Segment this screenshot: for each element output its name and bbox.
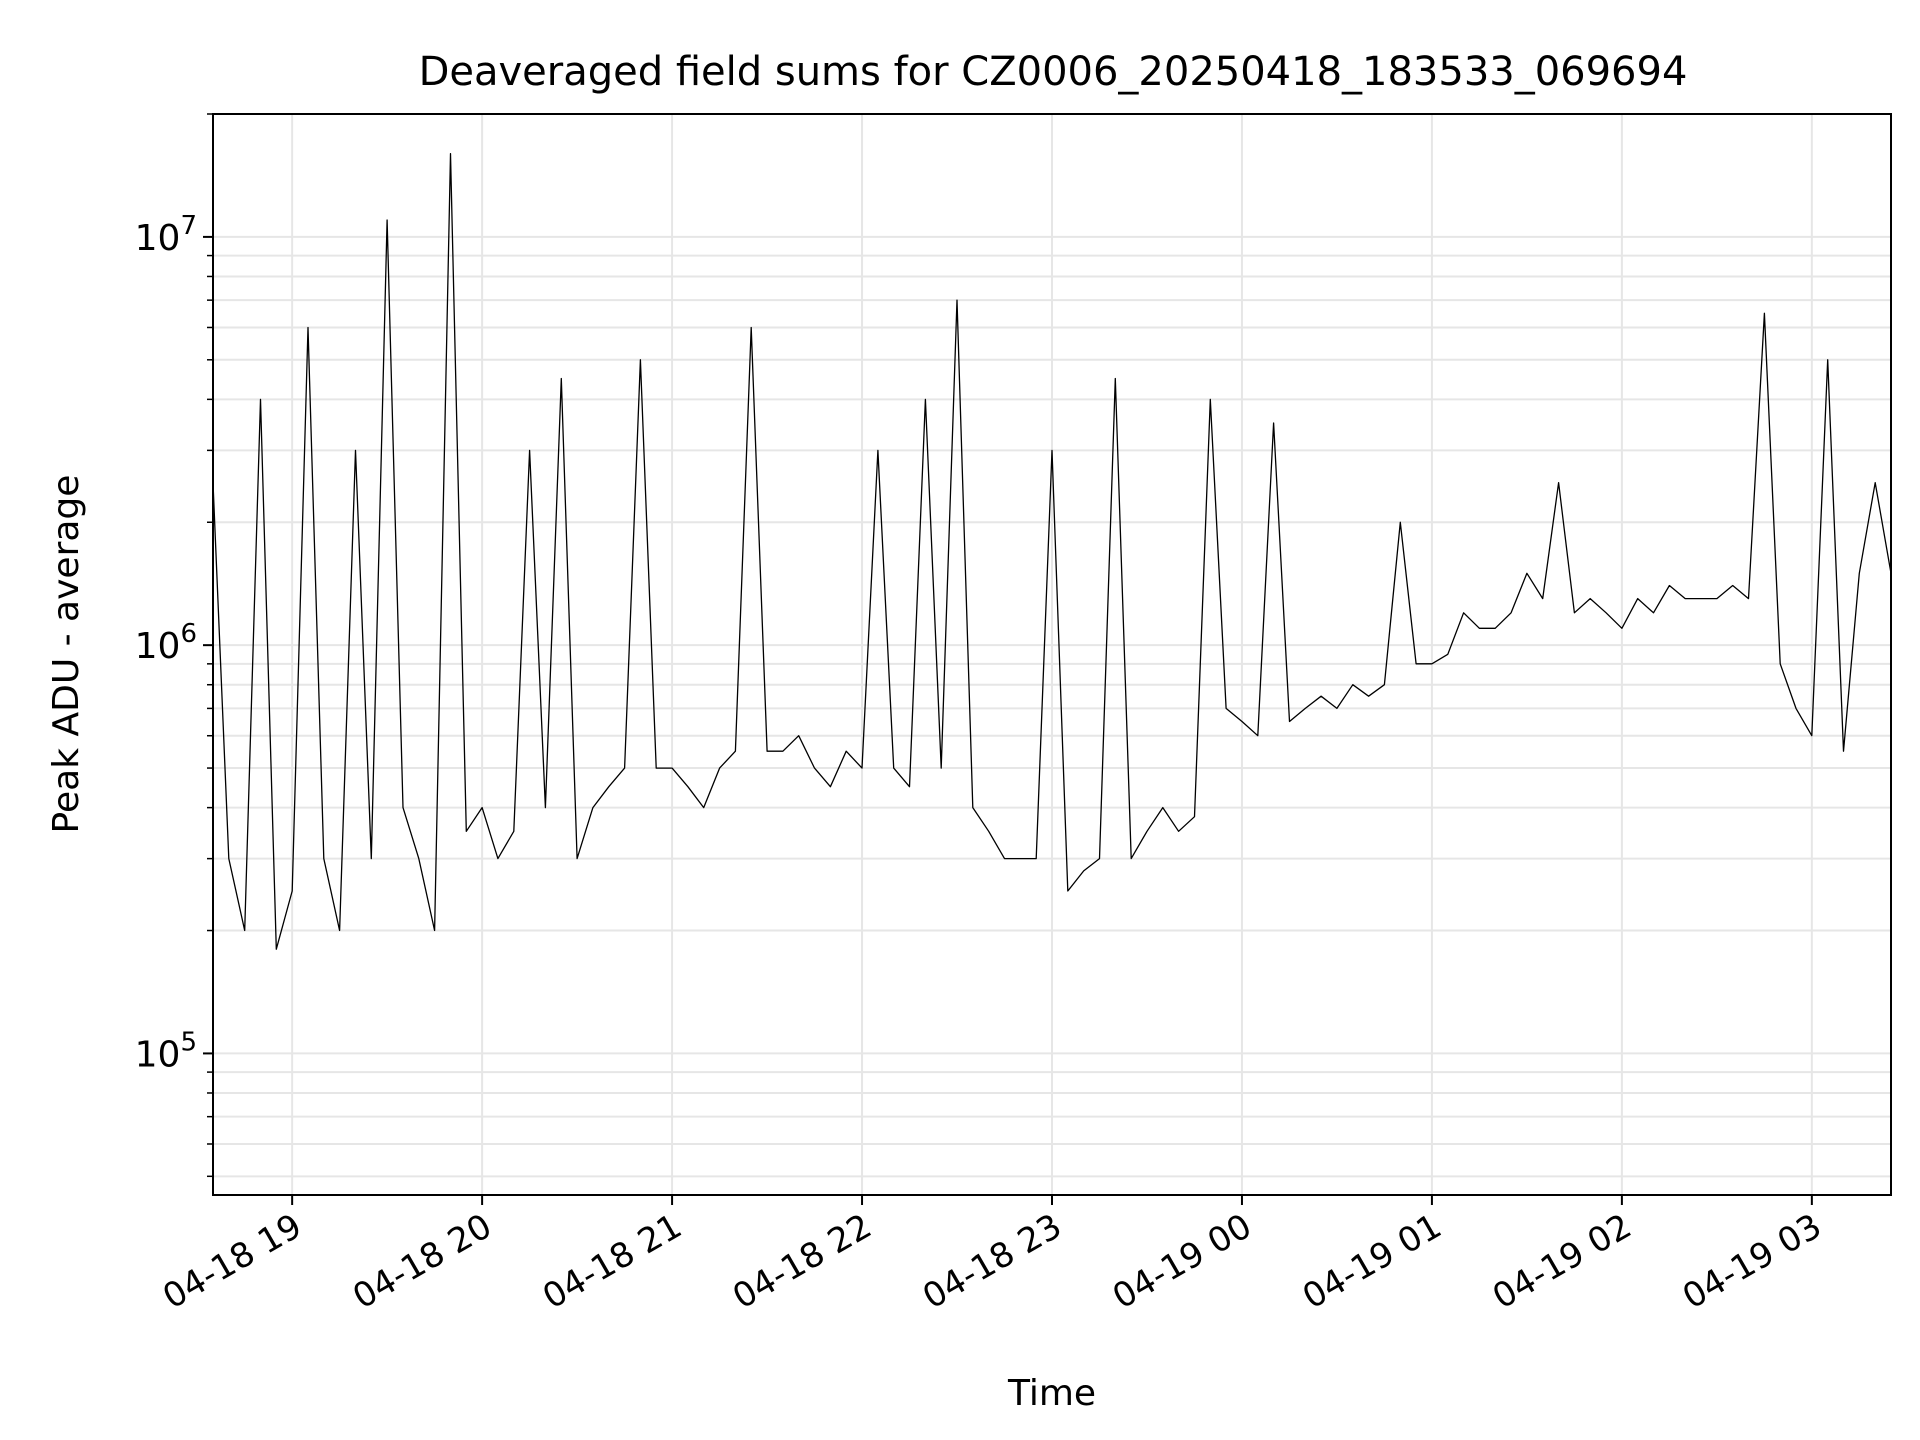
x-tick-label: 04-18 20 [346, 1206, 498, 1317]
x-tick-label: 04-19 00 [1106, 1206, 1258, 1317]
y-axis: 105 106 107 [135, 113, 213, 1178]
x-axis-label: Time [1007, 1373, 1096, 1414]
chart-title: Deaveraged field sums for CZ0006_2025041… [419, 49, 1688, 95]
y-tick-label: 106 [135, 619, 197, 667]
series-line [212, 152, 1892, 950]
y-tick-label: 105 [135, 1027, 197, 1075]
y-tick-label: 107 [135, 211, 197, 259]
grid [213, 113, 1891, 1195]
y-axis-label: Peak ADU - average [46, 475, 87, 834]
x-tick-label: 04-18 22 [726, 1206, 878, 1317]
x-tick-label: 04-18 19 [156, 1206, 308, 1317]
x-axis: 04-18 19 04-18 20 04-18 21 04-18 22 04-18 23… [156, 1195, 1828, 1317]
x-tick-label: 04-19 02 [1486, 1206, 1638, 1317]
x-tick-label: 04-19 01 [1296, 1206, 1448, 1317]
x-tick-label: 04-19 03 [1676, 1206, 1828, 1317]
x-tick-label: 04-18 23 [916, 1206, 1068, 1317]
x-tick-label: 04-18 21 [536, 1206, 688, 1317]
